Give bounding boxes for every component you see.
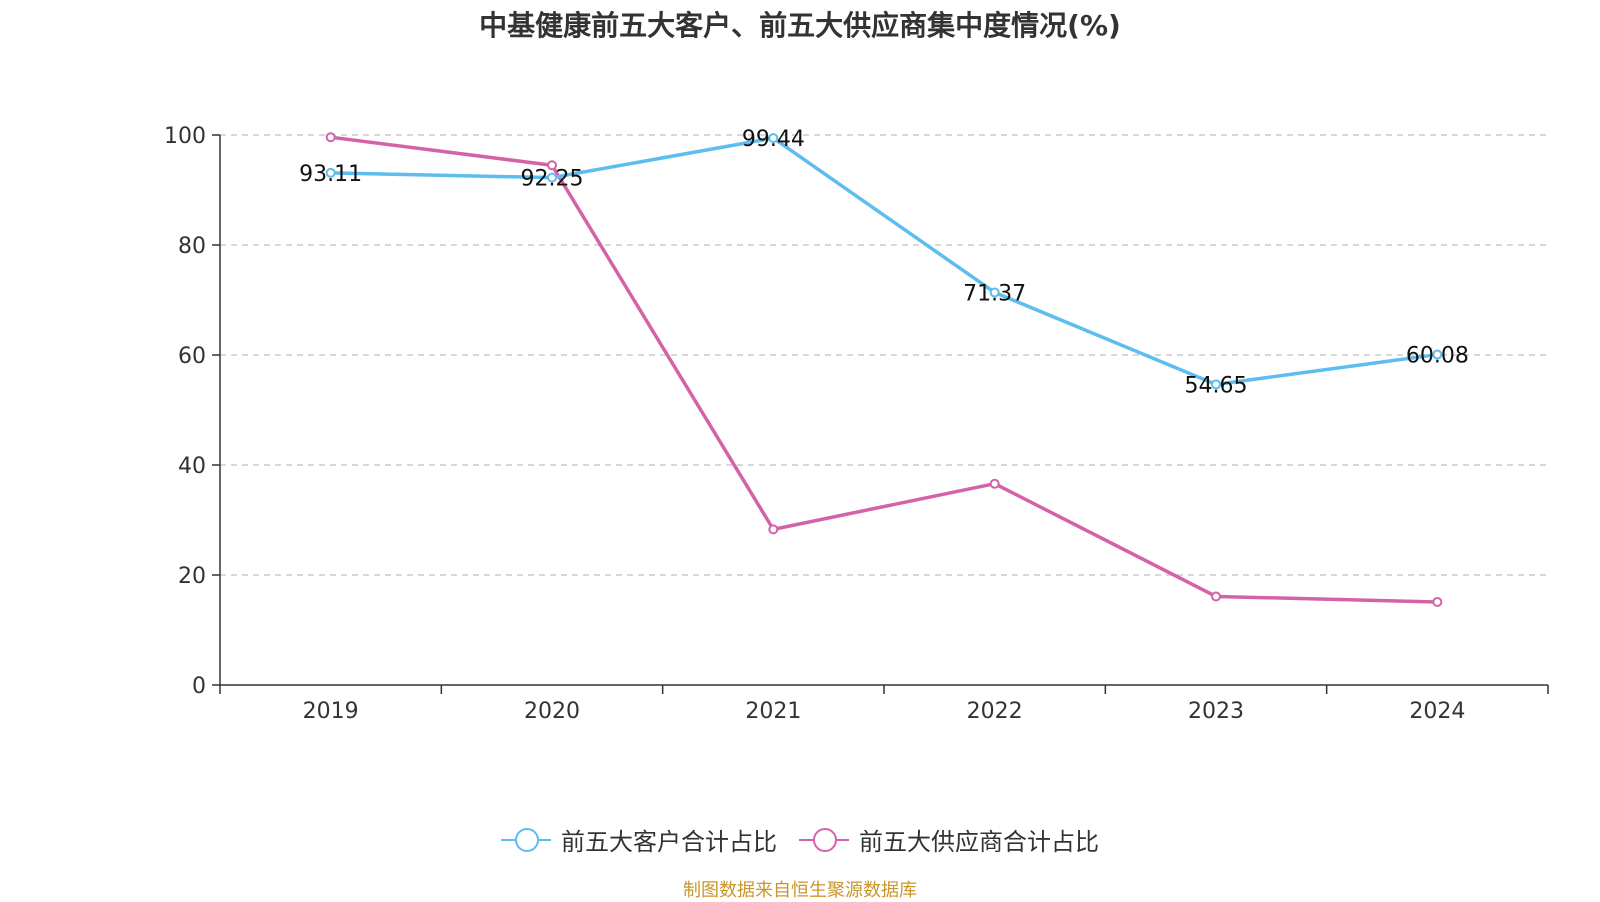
x-tick-label: 2022 (967, 699, 1023, 724)
data-label: 60.08 (1406, 344, 1469, 369)
y-tick-label: 60 (178, 344, 206, 369)
legend-item-suppliers[interactable]: 前五大供应商合计占比 (799, 822, 1099, 857)
x-tick-label: 2021 (745, 699, 801, 724)
x-tick-label: 2023 (1188, 699, 1244, 724)
legend-label: 前五大供应商合计占比 (859, 828, 1099, 856)
legend-label: 前五大客户合计占比 (561, 828, 777, 856)
legend: 前五大客户合计占比 前五大供应商合计占比 (0, 822, 1600, 857)
legend-item-customers[interactable]: 前五大客户合计占比 (501, 822, 777, 857)
chart-title: 中基健康前五大客户、前五大供应商集中度情况(%) (479, 9, 1121, 42)
y-tick-label: 20 (178, 564, 206, 589)
axes: 0 20 40 60 80 100 2019 2020 2021 2022 2023 2024 (164, 124, 1549, 724)
data-point (325, 167, 336, 178)
data-point (989, 478, 1000, 489)
data-point (989, 287, 1000, 298)
data-point (1432, 349, 1443, 360)
y-tick-label: 0 (192, 674, 206, 699)
y-tick-label: 100 (164, 124, 206, 149)
y-tick-label: 40 (178, 454, 206, 479)
x-tick-label: 2019 (303, 699, 359, 724)
series-lines (325, 132, 1443, 607)
data-point (547, 172, 557, 183)
data-label: 99.44 (742, 127, 805, 152)
data-label: 92.25 (521, 167, 584, 192)
x-tick-label: 2024 (1409, 699, 1465, 724)
data-point (325, 132, 336, 143)
grid-lines (220, 134, 1548, 576)
data-label: 71.37 (963, 281, 1026, 306)
data-point (768, 524, 779, 535)
legend-marker-icon (799, 827, 849, 853)
data-label: 54.65 (1185, 373, 1248, 398)
data-point (1211, 379, 1221, 390)
data-point (547, 160, 557, 171)
legend-marker-icon (501, 827, 551, 853)
data-label: 93.11 (299, 162, 362, 187)
series-line (330, 135, 1438, 604)
data-point (1211, 591, 1221, 602)
x-tick-label: 2020 (524, 699, 580, 724)
source-note: 制图数据来自恒生聚源数据库 (683, 880, 917, 901)
y-tick-label: 80 (178, 234, 206, 259)
series-line (330, 136, 1438, 387)
data-labels: 93.11 92.25 99.44 71.37 54.65 60.08 (299, 127, 1469, 398)
data-point (768, 133, 779, 144)
data-point (1432, 596, 1443, 607)
